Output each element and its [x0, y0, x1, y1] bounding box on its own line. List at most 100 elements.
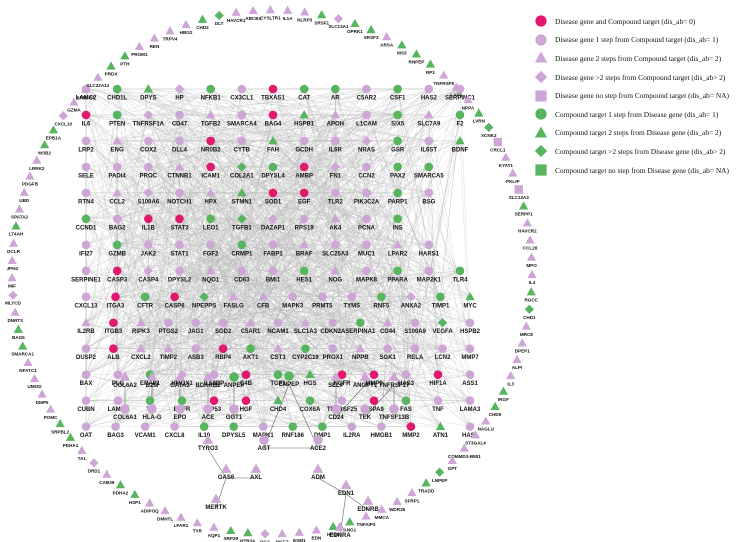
- gene-node: [174, 84, 185, 94]
- edge: [117, 140, 336, 271]
- edge: [263, 383, 290, 449]
- ring-node: [65, 432, 76, 441]
- gene-node: [268, 214, 278, 224]
- edge: [85, 88, 367, 219]
- edge: [437, 296, 471, 375]
- ring-label: LVRN: [473, 119, 486, 124]
- ring-label: PTH: [120, 61, 130, 66]
- ring-node: [214, 10, 224, 21]
- edge: [250, 244, 367, 349]
- gene-node: [237, 240, 247, 250]
- edge: [181, 374, 471, 427]
- ring-node: [350, 18, 360, 28]
- gene-label: TGFB2: [201, 121, 221, 127]
- gene-node: [268, 110, 278, 120]
- edge: [332, 114, 429, 349]
- gene-node: [268, 84, 278, 94]
- gene-label: MAPK3: [282, 303, 304, 309]
- ring-node: [421, 478, 431, 487]
- gene-label: IL6ST: [421, 147, 438, 153]
- edge: [272, 114, 361, 349]
- edge: [115, 270, 461, 297]
- cluster-label: CD24: [328, 415, 344, 421]
- gene-node: [406, 292, 416, 302]
- ring-node: [106, 61, 116, 70]
- edge: [332, 322, 361, 349]
- edge: [179, 140, 311, 375]
- ring-label: CAB39: [99, 480, 115, 485]
- edge: [117, 114, 407, 375]
- legend-label: Disease gene and Compound target (dis_ab…: [555, 16, 696, 26]
- gene-label: COX6A: [300, 407, 321, 413]
- gene-label: HPX: [204, 199, 216, 205]
- edge: [241, 114, 441, 297]
- edge: [288, 383, 319, 449]
- ring-label: WDR35: [389, 507, 406, 512]
- gene-node: [393, 214, 402, 224]
- gene-label: PCNA: [358, 225, 376, 231]
- edge: [210, 140, 439, 375]
- edge: [341, 166, 367, 375]
- gene-node: [465, 370, 475, 379]
- edge: [115, 296, 443, 323]
- edge: [179, 270, 323, 297]
- edge: [85, 166, 264, 297]
- edge: [304, 244, 388, 323]
- gene-label: CAT: [298, 96, 310, 102]
- gene-node: [299, 266, 309, 276]
- ring-node: [260, 529, 270, 539]
- edge: [210, 140, 416, 323]
- gene-label: PRMT5: [312, 303, 333, 309]
- edge: [117, 88, 412, 427]
- gene-node: [435, 421, 446, 431]
- ring-label: MSB2: [38, 150, 51, 155]
- gene-node: [229, 422, 238, 431]
- ring-node: [45, 404, 56, 413]
- gene-node: [81, 317, 91, 327]
- edge: [245, 114, 336, 401]
- edge: [366, 192, 441, 427]
- edge: [250, 88, 398, 323]
- gene-label: SERPINC1: [445, 96, 476, 102]
- edge: [241, 218, 336, 271]
- edge: [223, 166, 336, 349]
- edge: [145, 296, 279, 375]
- edge: [117, 166, 183, 401]
- gene-node: [455, 110, 465, 120]
- edge: [113, 270, 429, 349]
- gene-node: [140, 422, 150, 431]
- gene-label: MAP2K1: [417, 277, 442, 283]
- cluster-node: [330, 371, 342, 381]
- gene-node: [241, 370, 251, 379]
- edge: [210, 114, 471, 323]
- edge: [85, 348, 471, 427]
- gene-label: CXCL2: [131, 355, 151, 361]
- legend-marker: [535, 164, 547, 176]
- edge: [250, 322, 306, 349]
- ring-node: [506, 370, 516, 380]
- gene-node: [393, 266, 402, 276]
- cluster-label: ANPEP: [224, 383, 245, 389]
- cluster-label: ANGPT1: [353, 383, 378, 389]
- gene-node: [175, 214, 184, 224]
- ring-node: [8, 238, 19, 247]
- gene-node: [205, 187, 216, 197]
- edge: [113, 88, 149, 349]
- legend-marker: [534, 52, 548, 63]
- ring-label: CHD1: [523, 315, 536, 320]
- legend-circle-icon: [533, 107, 549, 121]
- gene-node: [170, 422, 179, 431]
- gene-label: CDKN2A: [320, 329, 346, 335]
- edge: [168, 296, 175, 323]
- edge: [85, 244, 443, 323]
- gene-node: [112, 162, 122, 172]
- edge: [335, 88, 416, 349]
- gene-label: TNFRSF25: [327, 407, 358, 413]
- ring-node: [23, 357, 33, 367]
- gene-node: [369, 370, 379, 379]
- edge: [195, 348, 407, 375]
- gene-label: COX2: [140, 147, 157, 153]
- gene-label: PROC: [140, 173, 158, 179]
- edge: [179, 270, 196, 349]
- gene-label: IL2RB: [77, 329, 95, 335]
